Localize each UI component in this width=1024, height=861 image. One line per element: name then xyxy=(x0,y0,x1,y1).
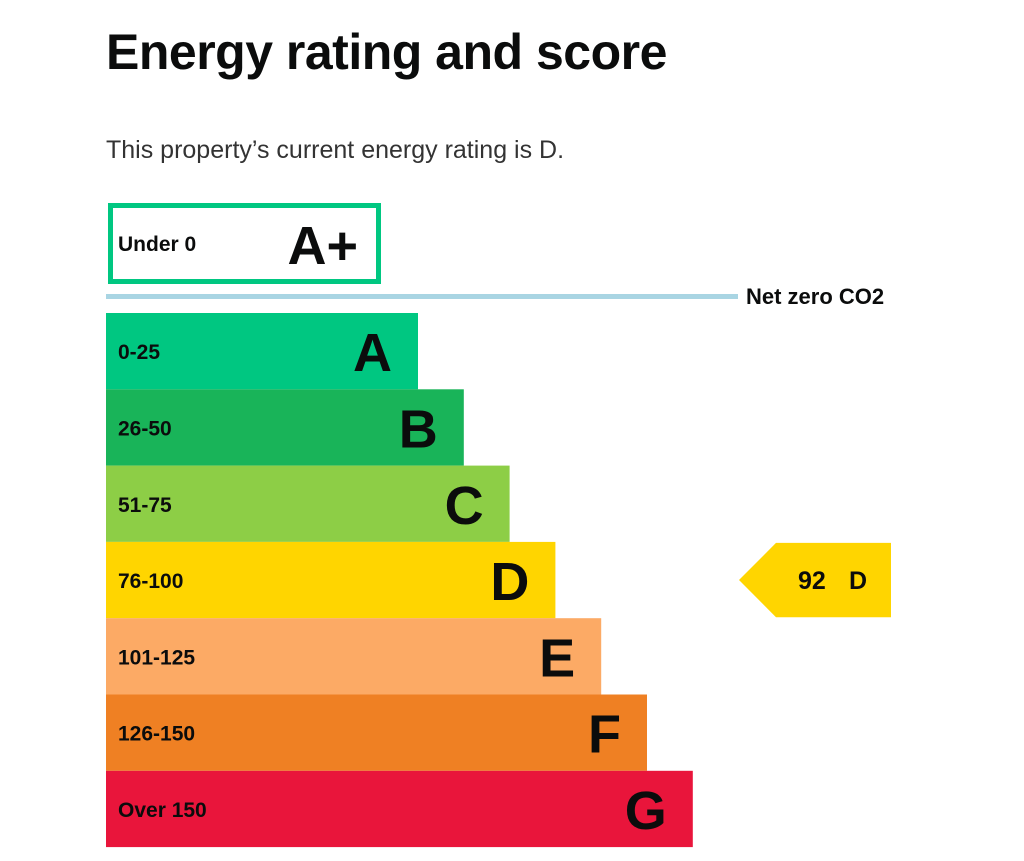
current-score: 92 xyxy=(798,567,826,595)
band-d-bar xyxy=(106,541,556,619)
band-d-letter: D xyxy=(490,552,529,612)
band-c-bar xyxy=(106,465,510,542)
band-e: 101-125 E xyxy=(106,618,602,695)
band-b-letter: B xyxy=(399,399,438,459)
band-e-range: 101-125 xyxy=(118,646,195,669)
band-g-range: Over 150 xyxy=(118,799,207,822)
band-f-bar xyxy=(106,694,647,771)
net-zero-label: Net zero CO2 xyxy=(746,284,884,309)
band-c: 51-75 C xyxy=(106,465,510,542)
rating-summary: This property’s current energy rating is… xyxy=(106,136,565,164)
band-f-range: 126-150 xyxy=(118,723,195,746)
band-a-bar xyxy=(106,313,418,390)
band-a-plus: Under 0 A+ xyxy=(108,203,381,284)
net-zero-line-group: Net zero CO2 xyxy=(106,284,884,309)
page-title: Energy rating and score xyxy=(106,24,667,80)
band-f: 126-150 F xyxy=(106,694,647,771)
band-c-range: 51-75 xyxy=(118,494,172,517)
band-a-letter: A xyxy=(353,323,392,383)
band-g: Over 150 G xyxy=(106,770,693,848)
band-e-bar xyxy=(106,618,602,695)
band-d: 76-100 D xyxy=(106,541,556,619)
band-b-range: 26-50 xyxy=(118,417,172,440)
band-a: 0-25 A xyxy=(106,313,418,390)
net-zero-line xyxy=(106,294,738,299)
current-rating-arrow xyxy=(739,542,891,618)
band-f-letter: F xyxy=(588,705,621,765)
current-rating-marker: 92 D xyxy=(739,542,891,618)
band-d-range: 76-100 xyxy=(118,570,183,593)
band-b-bar xyxy=(106,389,464,466)
band-e-letter: E xyxy=(539,628,575,688)
band-c-letter: C xyxy=(445,476,484,536)
band-a-plus-range: Under 0 xyxy=(118,233,196,256)
band-a-range: 0-25 xyxy=(118,341,160,364)
current-letter: D xyxy=(849,567,867,595)
band-a-plus-box xyxy=(108,203,381,284)
band-g-bar xyxy=(106,770,693,848)
band-a-plus-letter: A+ xyxy=(287,216,358,276)
band-b: 26-50 B xyxy=(106,389,464,466)
band-g-letter: G xyxy=(625,781,667,841)
